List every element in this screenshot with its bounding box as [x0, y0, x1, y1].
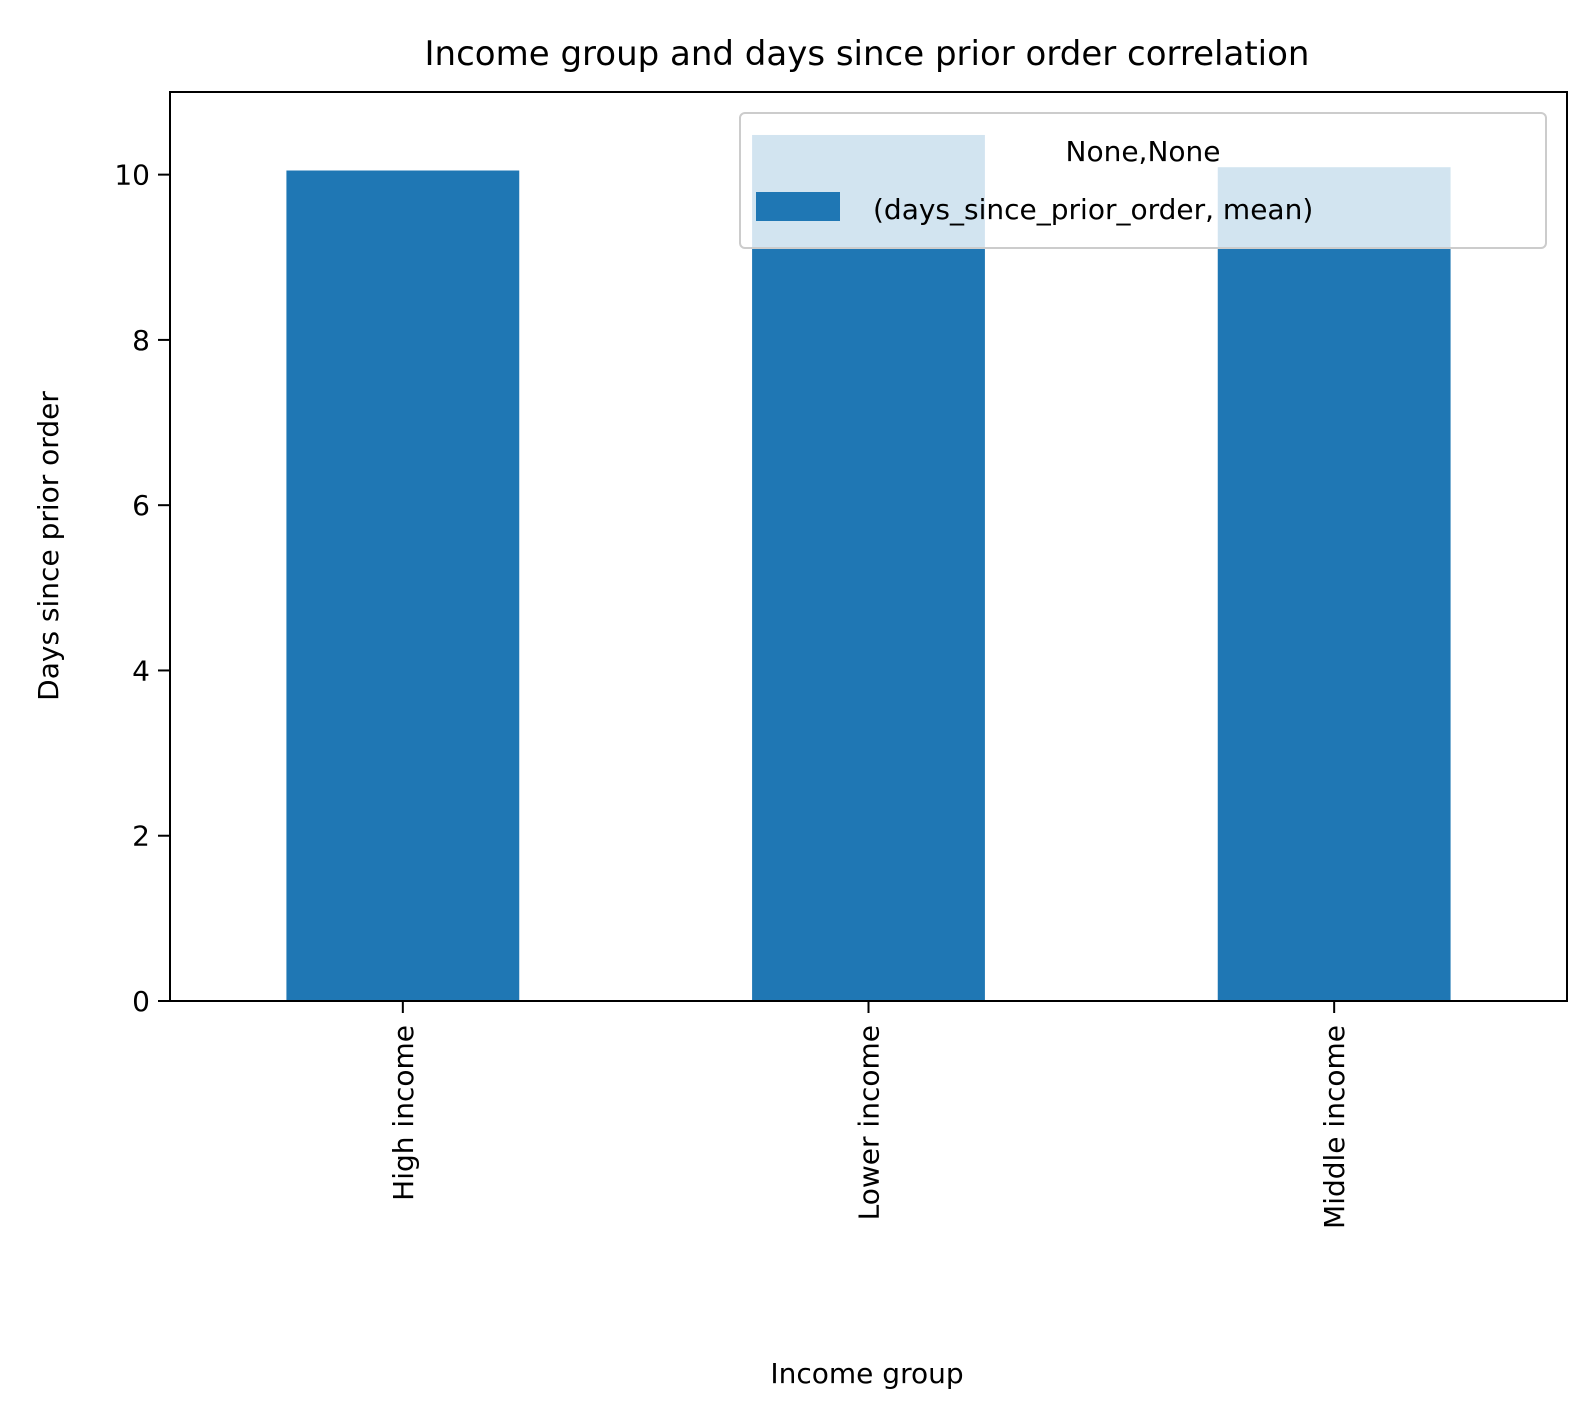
legend-title: None,None — [1066, 135, 1221, 168]
x-tick-label: Lower income — [853, 1025, 886, 1220]
y-tick-label: 2 — [132, 820, 150, 853]
y-tick-label: 6 — [132, 489, 150, 522]
chart-title: Income group and days since prior order … — [425, 34, 1310, 74]
y-axis-label: Days since prior order — [32, 391, 65, 701]
y-tick-label: 4 — [132, 654, 150, 687]
bars-layer — [286, 134, 1451, 1002]
bar-middle-income — [1217, 167, 1451, 1001]
y-tick-label: 10 — [114, 159, 150, 192]
bar-lower-income — [752, 134, 985, 1002]
bar-high-income — [286, 170, 520, 1002]
x-axis-label: Income group — [770, 1357, 963, 1390]
legend-series-label: (days_since_prior_order, mean) — [873, 193, 1313, 226]
axes-layer: 0 2 4 6 8 10 High income Lower income Middle inc… — [114, 159, 1351, 1229]
legend: None,None (days_since_prior_order, mean) — [739, 112, 1547, 249]
x-tick-label: High income — [387, 1025, 420, 1201]
legend-swatch — [756, 192, 840, 221]
y-tick-label: 0 — [132, 985, 150, 1018]
x-tick-label: Middle income — [1318, 1025, 1351, 1229]
y-tick-label: 8 — [132, 324, 150, 357]
legend-box — [739, 112, 1547, 249]
plot-area-frame — [169, 91, 1568, 1002]
